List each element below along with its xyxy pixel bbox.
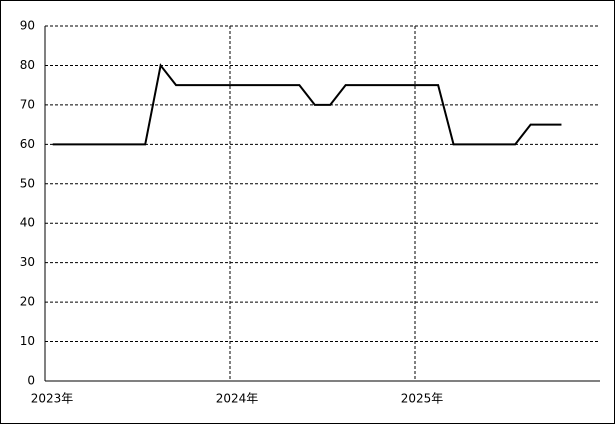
y-tick-label: 80 xyxy=(20,58,35,72)
y-tick-label: 10 xyxy=(20,334,35,348)
y-tick-label: 70 xyxy=(20,97,35,111)
x-tick-label: 2023年 xyxy=(31,392,74,406)
y-tick-label: 90 xyxy=(20,19,35,33)
x-tick-label: 2025年 xyxy=(401,392,444,406)
y-tick-label: 0 xyxy=(27,374,35,388)
y-tick-label: 30 xyxy=(20,255,35,269)
y-tick-label: 40 xyxy=(20,216,35,230)
data-line xyxy=(52,63,562,146)
y-tick-label: 20 xyxy=(20,295,35,309)
y-tick-label: 50 xyxy=(20,176,35,190)
x-tick-label: 2024年 xyxy=(216,392,259,406)
y-tick-label: 60 xyxy=(20,137,35,151)
